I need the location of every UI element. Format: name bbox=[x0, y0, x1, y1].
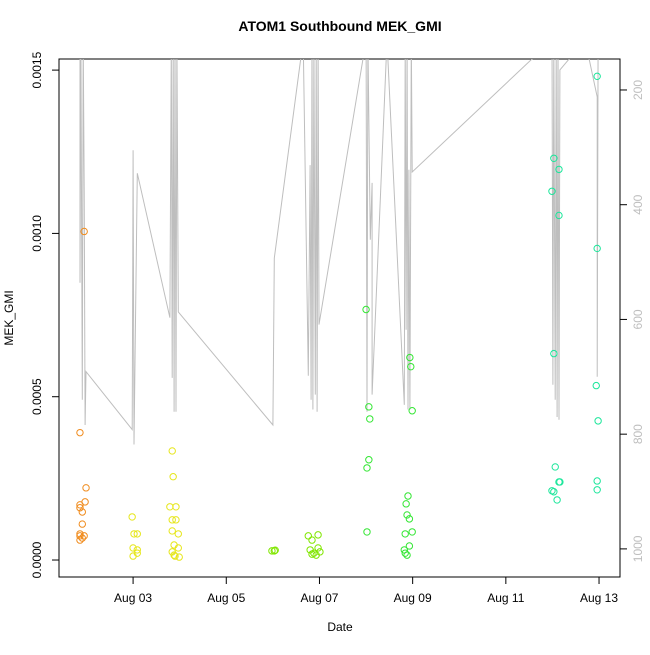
data-point bbox=[401, 530, 409, 538]
data-point bbox=[402, 500, 410, 508]
data-point bbox=[551, 463, 559, 471]
data-point bbox=[593, 244, 601, 253]
data-point bbox=[129, 544, 137, 552]
chart-title: ATOM1 Southbound MEK_GMI bbox=[238, 18, 441, 34]
x-tick-label: Aug 13 bbox=[580, 591, 618, 605]
y-tick-label: 0.0005 bbox=[30, 378, 44, 415]
data-point bbox=[78, 520, 86, 528]
data-point bbox=[406, 353, 414, 362]
data-point bbox=[550, 349, 558, 358]
data-point bbox=[166, 503, 174, 511]
x-tick-label: Aug 11 bbox=[487, 591, 524, 605]
y2-tick-label: 800 bbox=[631, 424, 645, 444]
y2-tick-label: 200 bbox=[631, 80, 645, 100]
data-point bbox=[550, 488, 558, 496]
data-point bbox=[78, 534, 86, 542]
data-point bbox=[550, 154, 558, 162]
data-point bbox=[80, 532, 88, 540]
data-point bbox=[174, 530, 182, 538]
data-point bbox=[172, 503, 180, 511]
data-point bbox=[270, 547, 278, 555]
data-point bbox=[405, 542, 414, 550]
data-point bbox=[408, 528, 416, 536]
x-tick-label: Aug 05 bbox=[207, 591, 245, 605]
data-point bbox=[365, 403, 373, 411]
data-point bbox=[556, 478, 564, 486]
data-point bbox=[175, 553, 183, 561]
data-point bbox=[82, 484, 90, 492]
data-point bbox=[172, 516, 180, 524]
data-point bbox=[271, 546, 279, 554]
data-point bbox=[407, 362, 415, 371]
data-point bbox=[76, 532, 84, 540]
data-point bbox=[128, 513, 136, 521]
data-point bbox=[363, 528, 371, 536]
data-point bbox=[408, 407, 416, 415]
data-point bbox=[133, 549, 141, 557]
data-point bbox=[268, 547, 276, 555]
plot-frame bbox=[58, 58, 621, 578]
data-point bbox=[403, 551, 411, 559]
data-point bbox=[553, 496, 561, 504]
y-axis-label: MEK_GMI bbox=[2, 290, 16, 345]
data-point bbox=[170, 551, 178, 559]
data-point bbox=[363, 464, 371, 472]
y-tick-label: 0.0000 bbox=[30, 541, 44, 578]
data-point bbox=[404, 492, 412, 500]
data-point bbox=[168, 516, 176, 524]
data-point bbox=[174, 544, 182, 552]
data-point bbox=[366, 415, 374, 423]
data-point bbox=[555, 165, 563, 174]
y2-tick-label: 600 bbox=[631, 309, 645, 329]
data-point bbox=[314, 531, 322, 539]
data-point bbox=[133, 530, 141, 538]
profile-line bbox=[79, 59, 599, 445]
data-point bbox=[593, 477, 601, 485]
data-point bbox=[168, 447, 176, 455]
data-point bbox=[76, 428, 84, 437]
data-point bbox=[593, 72, 601, 81]
data-point bbox=[168, 527, 176, 535]
data-point bbox=[169, 473, 177, 481]
data-point bbox=[78, 508, 86, 516]
data-point bbox=[76, 504, 84, 512]
data-point bbox=[548, 187, 556, 195]
x-tick-label: Aug 07 bbox=[300, 591, 338, 605]
data-point bbox=[365, 456, 373, 464]
data-point bbox=[401, 549, 409, 557]
y2-tick-label: 400 bbox=[631, 194, 645, 214]
data-point bbox=[80, 227, 88, 236]
data-point bbox=[593, 486, 601, 494]
x-tick-label: Aug 03 bbox=[114, 591, 152, 605]
y2-tick-label: 1000 bbox=[631, 535, 645, 562]
data-point bbox=[594, 417, 602, 425]
data-point bbox=[76, 501, 84, 509]
x-tick-label: Aug 09 bbox=[394, 591, 432, 605]
data-point bbox=[171, 552, 179, 560]
y-tick-label: 0.0010 bbox=[30, 215, 44, 252]
data-point bbox=[314, 544, 322, 552]
data-point bbox=[304, 532, 312, 540]
y-tick-label: 0.0015 bbox=[30, 51, 44, 88]
data-point bbox=[133, 546, 141, 554]
data-point bbox=[308, 550, 316, 558]
data-point bbox=[362, 305, 370, 314]
data-point bbox=[76, 536, 84, 544]
plot-area bbox=[76, 59, 602, 561]
data-point bbox=[555, 211, 563, 220]
data-point bbox=[308, 536, 316, 544]
data-point bbox=[130, 530, 138, 538]
data-point bbox=[403, 511, 411, 519]
x-axis-label: Date bbox=[327, 620, 353, 634]
data-point bbox=[592, 381, 600, 390]
data-point bbox=[405, 515, 414, 523]
data-point bbox=[312, 551, 320, 559]
